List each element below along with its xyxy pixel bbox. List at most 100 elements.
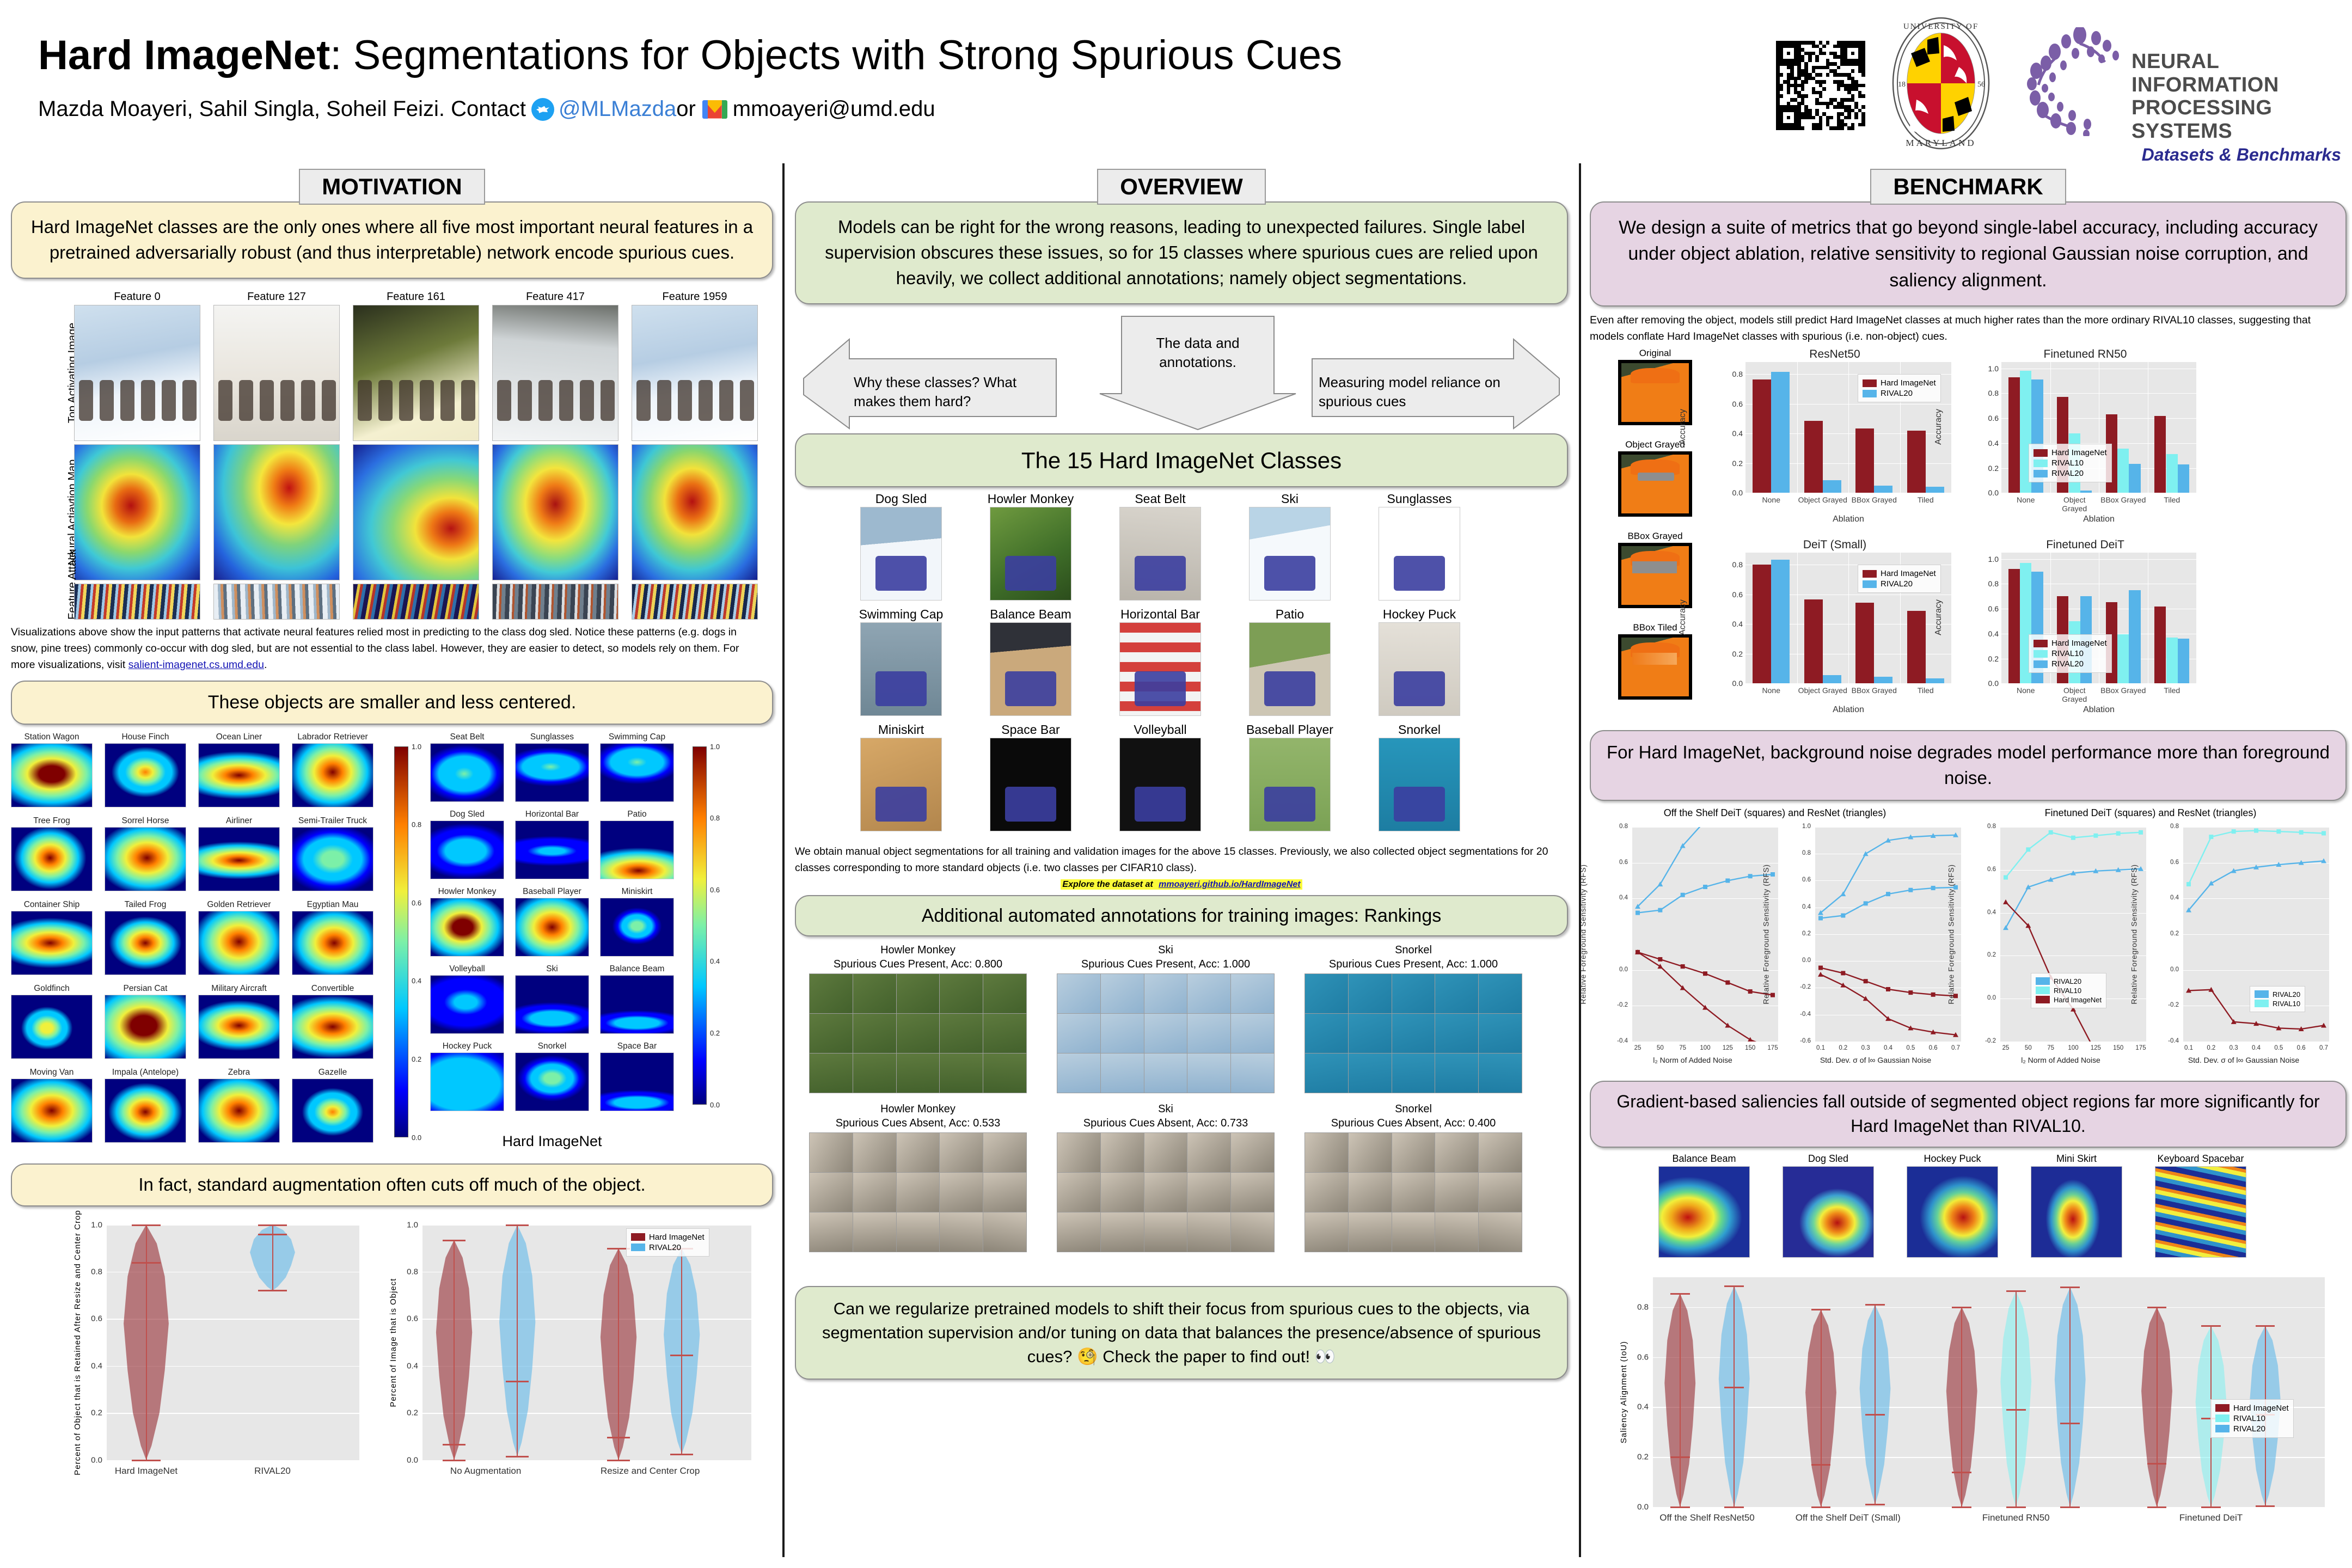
colorbar-tick: 0.4 <box>412 977 422 985</box>
violin-median <box>1865 1414 1885 1416</box>
class-label: Volleyball <box>1134 722 1187 737</box>
motivation-column: MOTIVATION Hard ImageNet classes are the… <box>11 169 773 1504</box>
chart-legend: Hard ImageNet RIVAL10 RIVAL20 <box>2029 634 2112 673</box>
y-tick: 0.8 <box>1988 389 1999 398</box>
title-bold: Hard ImageNet <box>38 32 330 78</box>
arrow-left-label: Why these classes? What makes them hard? <box>854 373 1017 409</box>
x-axis-label: Ablation <box>1833 705 1864 715</box>
line-chart: -0.2 0.0 0.2 0.4 0.6 0.8 25 50 75 100 125 150 175 l₂ … <box>1947 823 2151 1073</box>
gridline <box>2000 955 2146 957</box>
y-tick: 0.6 <box>1802 877 1811 884</box>
violin-max <box>2201 1325 2221 1327</box>
benchmark-column: BENCHMARK We design a suite of metrics t… <box>1579 169 2347 1545</box>
legend-label: RIVAL10 <box>2273 999 2301 1008</box>
y-axis-label: Relative Foreground Sensitivity (RFS) <box>2129 864 2139 1004</box>
heatmap-cell <box>11 910 93 975</box>
bar <box>2129 463 2141 493</box>
y-tick: 0.0 <box>1732 488 1743 498</box>
y-axis-label: Accuracy <box>1933 599 1943 636</box>
y-tick: 0.0 <box>1732 679 1743 688</box>
colorbar-tick: 0.0 <box>710 1100 720 1109</box>
heatmap-label: Semi-Trailer Truck <box>298 816 367 825</box>
colorbar-tick: 0.8 <box>412 820 422 829</box>
saliency-label: Keyboard Spacebar <box>2157 1153 2244 1164</box>
y-tick: 0.6 <box>1637 1352 1649 1362</box>
x-axis-label: Std. Dev. σ of l∞ Gaussian Noise <box>1820 1055 1932 1064</box>
y-tick: 0.8 <box>1987 823 1996 830</box>
segmentation-mask <box>875 555 927 591</box>
twitter-handle[interactable]: @MLMazda <box>558 97 677 121</box>
column-divider-1 <box>782 163 785 1557</box>
class-label: Snorkel <box>1398 722 1441 737</box>
legend-swatch <box>2036 987 2050 995</box>
segmentation-mask <box>1004 671 1057 707</box>
y-tick: 0.8 <box>1732 370 1743 379</box>
x-axis-label: l₂ Norm of Added Noise <box>2021 1055 2100 1064</box>
contact-email[interactable]: mmoayeri@umd.edu <box>732 97 935 121</box>
bar <box>2154 415 2166 493</box>
legend-row: RIVAL20 <box>1863 579 1936 589</box>
ablation-example-label: Original <box>1639 348 1671 359</box>
legend-swatch <box>2033 469 2048 477</box>
bar <box>2117 634 2129 684</box>
bar <box>1804 420 1823 493</box>
heatmap-label: Labrador Retriever <box>297 732 368 742</box>
bar <box>2008 568 2020 684</box>
classes-banner: The 15 Hard ImageNet Classes <box>795 433 1568 488</box>
segmentation-mask <box>1134 671 1186 707</box>
plot-area <box>1632 826 1778 1042</box>
heatmap-label: Ocean Liner <box>216 732 262 742</box>
heatmap-cell <box>105 826 186 891</box>
authors-text: Mazda Moayeri, Sahil Singla, Soheil Feiz… <box>38 97 526 121</box>
qr-code[interactable] <box>1776 41 1865 130</box>
heatmap-label: Golden Retriever <box>207 899 271 909</box>
x-tick: Off the Shelf ResNet50 <box>1659 1512 1755 1523</box>
ranking-title: Ski <box>1158 1102 1173 1115</box>
violin-max <box>1670 1293 1690 1295</box>
violin-median <box>670 1355 694 1357</box>
column-divider-2 <box>1579 163 1581 1557</box>
heatmap-label: Container Ship <box>23 899 80 909</box>
ablation-example-image <box>1618 451 1692 517</box>
ranking-title: Snorkel <box>1395 1102 1432 1115</box>
colorbar <box>394 746 408 1137</box>
heatmap-label: Space Bar <box>617 1041 657 1051</box>
violin-range <box>618 1248 620 1460</box>
feature-column-label: Feature 1959 <box>662 290 727 303</box>
section-heading-motivation: MOTIVATION <box>299 169 485 205</box>
violin-min <box>607 1459 630 1461</box>
y-tick: 0.8 <box>1637 1302 1649 1312</box>
saliency-label: Dog Sled <box>1808 1153 1849 1164</box>
y-tick: 0.6 <box>1732 590 1743 599</box>
dataset-link[interactable]: mmoayeri.github.io/HardImageNet <box>1157 879 1302 890</box>
heatmap-cell <box>105 910 186 975</box>
heatmap-label: Patio <box>627 809 647 819</box>
ablation-example-label: BBox Tiled <box>1633 622 1677 633</box>
gridline <box>1632 898 1778 899</box>
legend-swatch <box>1863 379 1877 387</box>
legend-swatch <box>631 1244 645 1251</box>
colorbar <box>693 746 707 1105</box>
plot-area <box>1815 826 1961 1042</box>
ranking-subtitle-absent: Spurious Cues Absent, Acc: 0.400 <box>1331 1117 1496 1129</box>
explore-prefix: Explore the dataset at <box>1061 879 1157 890</box>
y-tick: 0.4 <box>1988 438 1999 448</box>
bar-chart: Finetuned DeiT 0.0 0.2 0.4 0.6 0.8 1.0 None Obje… <box>1934 538 2200 718</box>
legend-row: Hard ImageNet <box>2036 996 2102 1004</box>
chart-legend: Hard ImageNet RIVAL10 RIVAL20 <box>2210 1399 2294 1438</box>
x-tick: 0.1 <box>1816 1044 1825 1051</box>
heatmap-label: Howler Monkey <box>438 886 497 896</box>
legend-row: Hard ImageNet <box>2215 1404 2289 1413</box>
x-tick: 25 <box>1634 1044 1641 1051</box>
salient-imagenet-link[interactable]: salient-imagenet.cs.umd.edu <box>128 659 264 671</box>
heatmap-label: Gazelle <box>318 1067 347 1077</box>
neurips-line3: Datasets & Benchmarks <box>2141 145 2341 165</box>
arrow-right-shape <box>1312 338 1560 430</box>
authors-conjunction: or <box>676 97 696 121</box>
violin-chart: 0.0 0.2 0.4 0.6 0.8 1.0 No Augmentation Resize … <box>389 1220 751 1482</box>
legend-label: Hard ImageNet <box>2051 639 2107 648</box>
vgridline <box>1797 362 1798 493</box>
umd-top-text: UNIVERSITY OF <box>1903 22 1979 31</box>
heatmap-label: Hockey Puck <box>442 1041 492 1051</box>
colorbar-tick: 0.8 <box>710 814 720 823</box>
